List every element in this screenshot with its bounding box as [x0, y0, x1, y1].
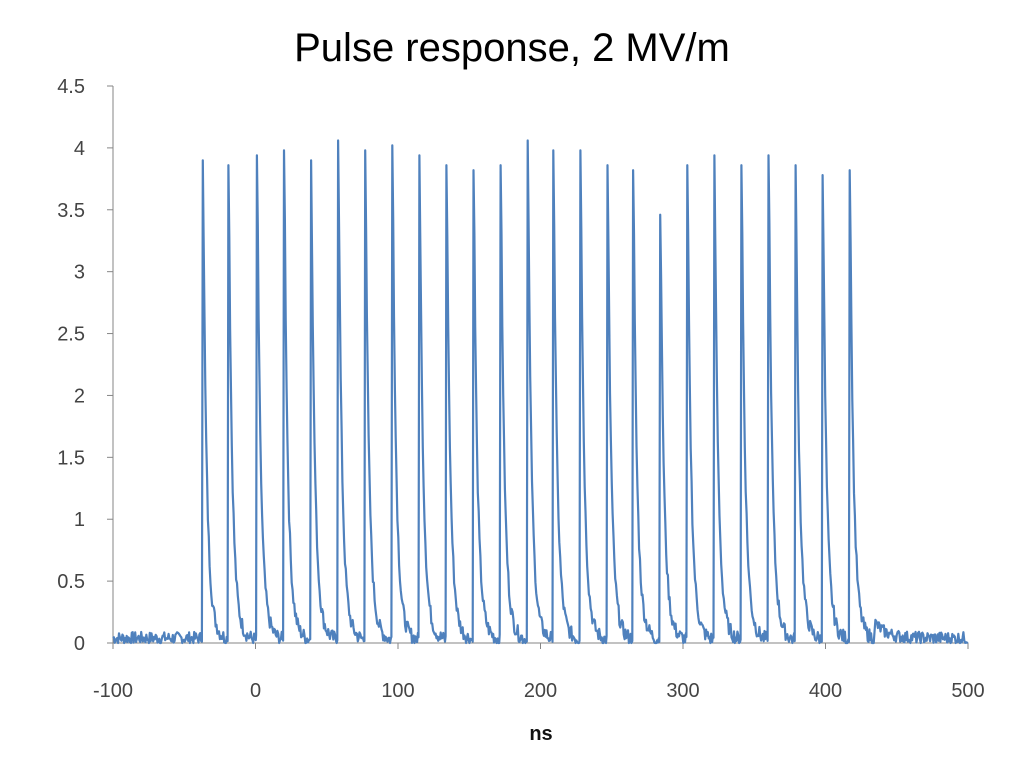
- x-tick-label: 300: [666, 680, 699, 702]
- x-tick-label: 400: [809, 680, 842, 702]
- y-tick-label: 2: [74, 385, 85, 407]
- y-tick-label: 0.5: [57, 571, 85, 593]
- series-line: [112, 139, 969, 645]
- y-tick-label: 1: [74, 509, 85, 531]
- x-tick-label: 100: [381, 680, 414, 702]
- y-tick-label: 4.5: [57, 76, 85, 98]
- y-tick-label: 1.5: [57, 447, 85, 469]
- chart-title: Pulse response, 2 MV/m: [294, 26, 730, 70]
- x-tick-label: 500: [951, 680, 984, 702]
- axes: 0 0.5 1 1.5 2 2.5 3 3.5 4 4.5 -100 0 100 200 300 400 500: [57, 76, 985, 702]
- y-tick-label: 0: [74, 633, 85, 655]
- x-axis-title: ns: [529, 723, 552, 745]
- x-tick-label: 0: [250, 680, 261, 702]
- y-tick-label: 3.5: [57, 200, 85, 222]
- y-tick-label: 4: [74, 138, 85, 160]
- series-layer: [112, 139, 969, 645]
- y-tick-label: 2.5: [57, 324, 85, 346]
- x-tick-label: -100: [93, 680, 133, 702]
- y-tick-label: 3: [74, 262, 85, 284]
- x-tick-label: 200: [524, 680, 557, 702]
